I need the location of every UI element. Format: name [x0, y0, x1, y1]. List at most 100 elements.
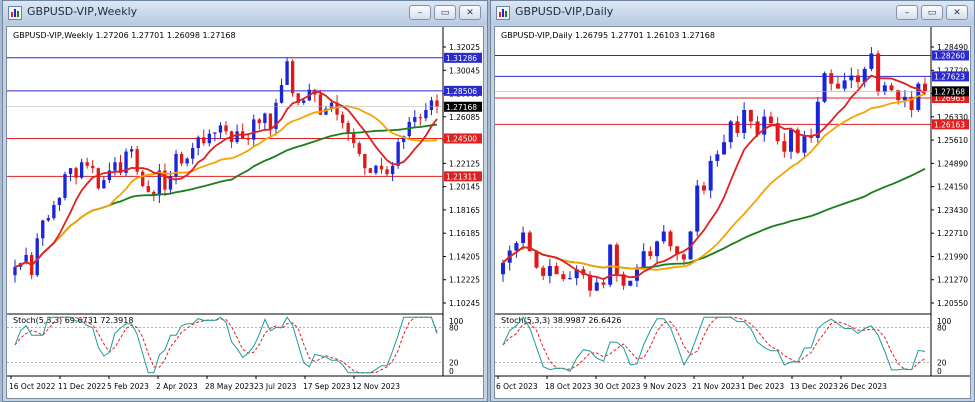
- candle-body: [118, 162, 123, 173]
- price-tick-label: 1.16185: [449, 229, 480, 238]
- price-tick-label: 1.20550: [937, 299, 968, 308]
- candle-body: [102, 180, 106, 189]
- candle-body: [146, 186, 150, 192]
- candle-body: [701, 185, 706, 191]
- daily-window-titlebar[interactable]: GBPUSD-VIP,Daily – ▭ ✕: [491, 1, 974, 25]
- candle-body: [368, 168, 373, 173]
- candle-body: [263, 113, 267, 124]
- candle-body: [862, 68, 867, 83]
- candle-body: [346, 123, 350, 134]
- stoch-signal-line: [502, 316, 926, 370]
- current-price-label: 1.27168: [934, 87, 965, 96]
- candle-body: [213, 132, 217, 134]
- time-tick-label: 6 Oct 2023: [496, 382, 538, 391]
- candle-body: [124, 151, 128, 173]
- candle-body: [815, 101, 820, 138]
- candle-body: [547, 266, 552, 276]
- candle-body: [902, 96, 907, 101]
- candle-body: [500, 262, 506, 275]
- candle-body: [352, 133, 356, 144]
- time-tick-label: 1 Dec 2023: [741, 382, 784, 391]
- candle-body: [390, 165, 395, 175]
- candle-body: [329, 102, 334, 109]
- price-tick-label: 1.26085: [449, 113, 480, 122]
- candle-body: [748, 109, 753, 122]
- candle-body: [68, 168, 73, 175]
- close-button[interactable]: ✕: [459, 5, 481, 20]
- candle-body: [842, 80, 847, 89]
- candle-body: [157, 170, 162, 196]
- candle-body: [835, 83, 840, 89]
- candle-body: [246, 138, 250, 140]
- candle-body: [695, 185, 700, 232]
- stoch-label: Stoch(5,3,3) 69.6731 72.3918: [13, 316, 133, 325]
- candle-body: [91, 165, 95, 169]
- candle-body: [374, 165, 378, 173]
- candle-body: [614, 244, 619, 275]
- candle-body: [641, 251, 646, 270]
- candle-body: [218, 125, 223, 133]
- candle-body: [385, 169, 389, 175]
- current-price-box: [932, 86, 969, 97]
- daily-chart-area[interactable]: GBPUSD-VIP,Daily 1.26795 1.27701 1.26103…: [494, 26, 971, 399]
- candle-body: [588, 274, 593, 291]
- price-tick-label: 1.22125: [449, 159, 480, 168]
- candle-body: [648, 251, 653, 257]
- stoch-level-label: 100: [449, 317, 464, 326]
- candle-body: [418, 117, 423, 119]
- level-label-box: [444, 133, 482, 144]
- minimize-button[interactable]: –: [896, 5, 918, 20]
- candle-body: [179, 153, 184, 164]
- candle-body: [257, 119, 261, 124]
- level-label-box: [932, 71, 969, 82]
- level-label-box: [932, 50, 969, 61]
- candle-body: [708, 160, 713, 191]
- candle-body: [775, 123, 780, 142]
- candle-body: [185, 158, 189, 164]
- daily-chart-svg[interactable]: GBPUSD-VIP,Daily 1.26795 1.27701 1.26103…: [495, 27, 970, 398]
- candle-body: [168, 176, 173, 190]
- stoch-level-label: 0: [449, 367, 454, 376]
- price-tick-label: 1.32025: [449, 43, 480, 52]
- candle-body: [762, 116, 767, 135]
- candle-body: [822, 73, 827, 102]
- candle-body: [290, 61, 295, 94]
- level-label-box: [932, 93, 969, 104]
- candle-body: [849, 75, 854, 81]
- price-tick-label: 1.25610: [937, 136, 968, 145]
- close-button[interactable]: ✕: [946, 5, 968, 20]
- candle-body: [379, 165, 384, 170]
- candle-body: [856, 75, 861, 83]
- close-icon: ✕: [953, 7, 961, 18]
- price-tick-label: 1.21270: [937, 276, 968, 285]
- candle-body: [335, 102, 339, 115]
- stoch-level-label: 20: [449, 358, 459, 367]
- price-tick-label: 1.18165: [449, 206, 480, 215]
- restore-button[interactable]: ▭: [921, 5, 943, 20]
- candle-body: [318, 94, 323, 115]
- candle-body: [882, 85, 887, 92]
- candle-body: [41, 220, 45, 239]
- candle-body: [324, 108, 328, 115]
- stoch-signal-line: [14, 316, 438, 374]
- weekly-chart-svg[interactable]: GBPUSD-VIP,Weekly 1.27206 1.27701 1.2609…: [7, 27, 483, 398]
- level-label: 1.26963: [934, 94, 965, 103]
- minimize-button[interactable]: –: [409, 5, 431, 20]
- candle-body: [675, 246, 680, 255]
- candle-body: [795, 129, 800, 153]
- time-tick-label: 21 Nov 2023: [692, 382, 740, 391]
- stoch-level-label: 20: [937, 358, 947, 367]
- candle-body: [608, 244, 613, 285]
- restore-button[interactable]: ▭: [434, 5, 456, 20]
- candle-body: [909, 96, 914, 110]
- candle-body: [829, 73, 834, 84]
- weekly-chart-area[interactable]: GBPUSD-VIP,Weekly 1.27206 1.27701 1.2609…: [6, 26, 484, 399]
- candle-body: [235, 131, 239, 143]
- candle-body: [224, 125, 228, 132]
- weekly-window-titlebar[interactable]: GBPUSD-VIP,Weekly – ▭ ✕: [3, 1, 487, 25]
- candle-body: [789, 129, 794, 152]
- price-tick-label: 1.24890: [937, 159, 968, 168]
- candle-body: [668, 231, 673, 247]
- candle-body: [96, 168, 100, 189]
- ma-mid-line: [502, 93, 926, 271]
